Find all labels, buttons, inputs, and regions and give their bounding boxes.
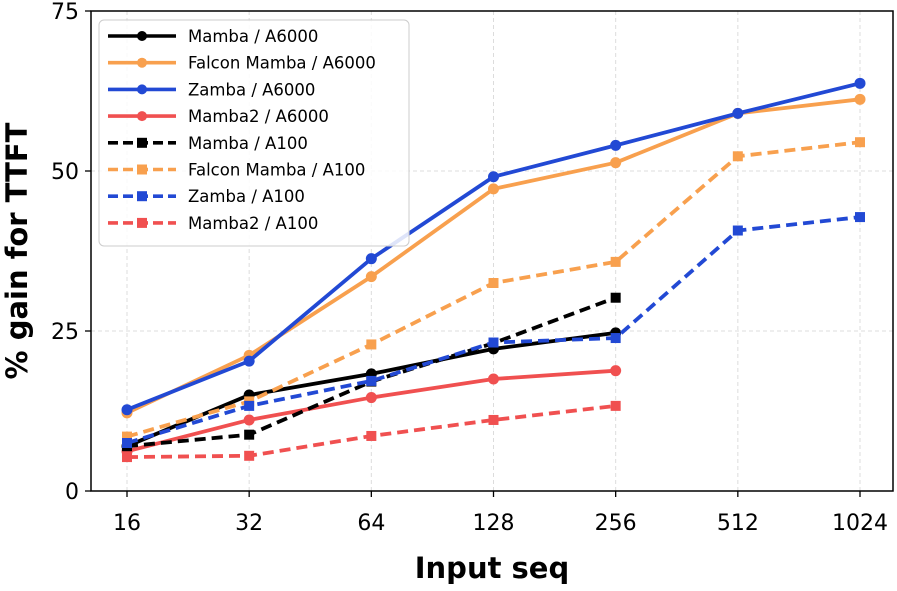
legend-label: Falcon Mamba / A100 [188, 161, 365, 180]
data-point [366, 339, 377, 350]
legend-marker [137, 217, 147, 228]
legend-item: Falcon Mamba / A100 [108, 161, 365, 180]
x-tick-label: 128 [473, 511, 515, 536]
data-point [244, 450, 255, 461]
data-point [365, 253, 377, 265]
legend-label: Falcon Mamba / A6000 [188, 54, 376, 73]
legend-label: Mamba / A100 [188, 134, 308, 153]
data-point [122, 452, 132, 463]
x-axis: 16 32 64 128 256 512 1024 [113, 491, 888, 536]
data-point [488, 183, 499, 195]
data-point [121, 404, 133, 416]
data-point [365, 271, 377, 283]
legend-item: Zamba / A6000 [108, 80, 315, 99]
data-point [488, 278, 499, 288]
data-point [610, 365, 622, 377]
y-tick-label: 50 [51, 160, 79, 185]
data-point [855, 137, 865, 148]
x-axis-title: Input seq [415, 551, 570, 585]
legend-marker [137, 31, 147, 41]
y-tick-label: 75 [51, 0, 79, 25]
data-point [243, 414, 255, 426]
legend-item: Mamba2 / A6000 [108, 107, 329, 126]
data-point [854, 93, 866, 105]
series [122, 212, 865, 448]
data-point [610, 157, 622, 169]
data-point [732, 151, 743, 162]
series-group [121, 77, 866, 463]
legend-label: Mamba2 / A100 [188, 214, 318, 233]
legend-label: Zamba / A100 [188, 187, 305, 206]
x-tick-label: 32 [235, 511, 263, 536]
data-point [610, 292, 621, 303]
y-tick-label: 0 [65, 480, 79, 505]
data-point [488, 171, 499, 183]
legend-box [98, 19, 410, 247]
data-point [488, 414, 499, 425]
data-point [732, 225, 743, 236]
series [122, 400, 621, 463]
data-point [122, 431, 132, 442]
data-point [366, 430, 377, 441]
x-tick-label: 512 [717, 511, 759, 536]
data-point [122, 438, 132, 448]
data-point [732, 107, 744, 119]
legend-item: Mamba2 / A100 [108, 214, 318, 233]
data-point [854, 77, 866, 89]
legend-item: Mamba / A100 [108, 134, 308, 153]
y-tick-label: 25 [51, 320, 79, 345]
legend: Mamba / A6000 Falcon Mamba / A6000 Zamba /… [98, 19, 410, 247]
data-point [610, 333, 621, 344]
x-tick-label: 1024 [832, 511, 888, 536]
data-point [244, 429, 255, 440]
x-tick-label: 256 [595, 511, 637, 536]
data-point [365, 392, 377, 404]
data-point [366, 375, 377, 386]
data-point [488, 373, 499, 385]
data-point [488, 337, 499, 348]
legend-marker [137, 111, 147, 122]
legend-item: Mamba / A6000 [108, 27, 318, 46]
x-tick-label: 16 [113, 511, 141, 536]
legend-marker [137, 84, 147, 95]
legend-marker [137, 137, 147, 148]
legend-label: Mamba / A6000 [188, 27, 318, 46]
data-point [610, 256, 621, 267]
legend-label: Zamba / A6000 [188, 80, 315, 99]
data-point [243, 355, 255, 367]
legend-marker [137, 191, 147, 202]
data-point [610, 400, 621, 411]
y-axis-title: % gain for TTFT [0, 122, 34, 379]
legend-marker [137, 164, 147, 175]
y-axis: 0 25 50 75 [51, 0, 91, 505]
plot-frame [90, 10, 894, 492]
data-point [855, 212, 865, 223]
x-tick-label: 64 [357, 511, 385, 536]
data-point [244, 400, 255, 411]
legend-item: Zamba / A100 [108, 187, 305, 206]
legend-marker [137, 57, 147, 68]
legend-item: Falcon Mamba / A6000 [108, 54, 376, 73]
data-point [610, 139, 622, 151]
legend-label: Mamba2 / A6000 [188, 107, 329, 126]
series [121, 77, 866, 416]
